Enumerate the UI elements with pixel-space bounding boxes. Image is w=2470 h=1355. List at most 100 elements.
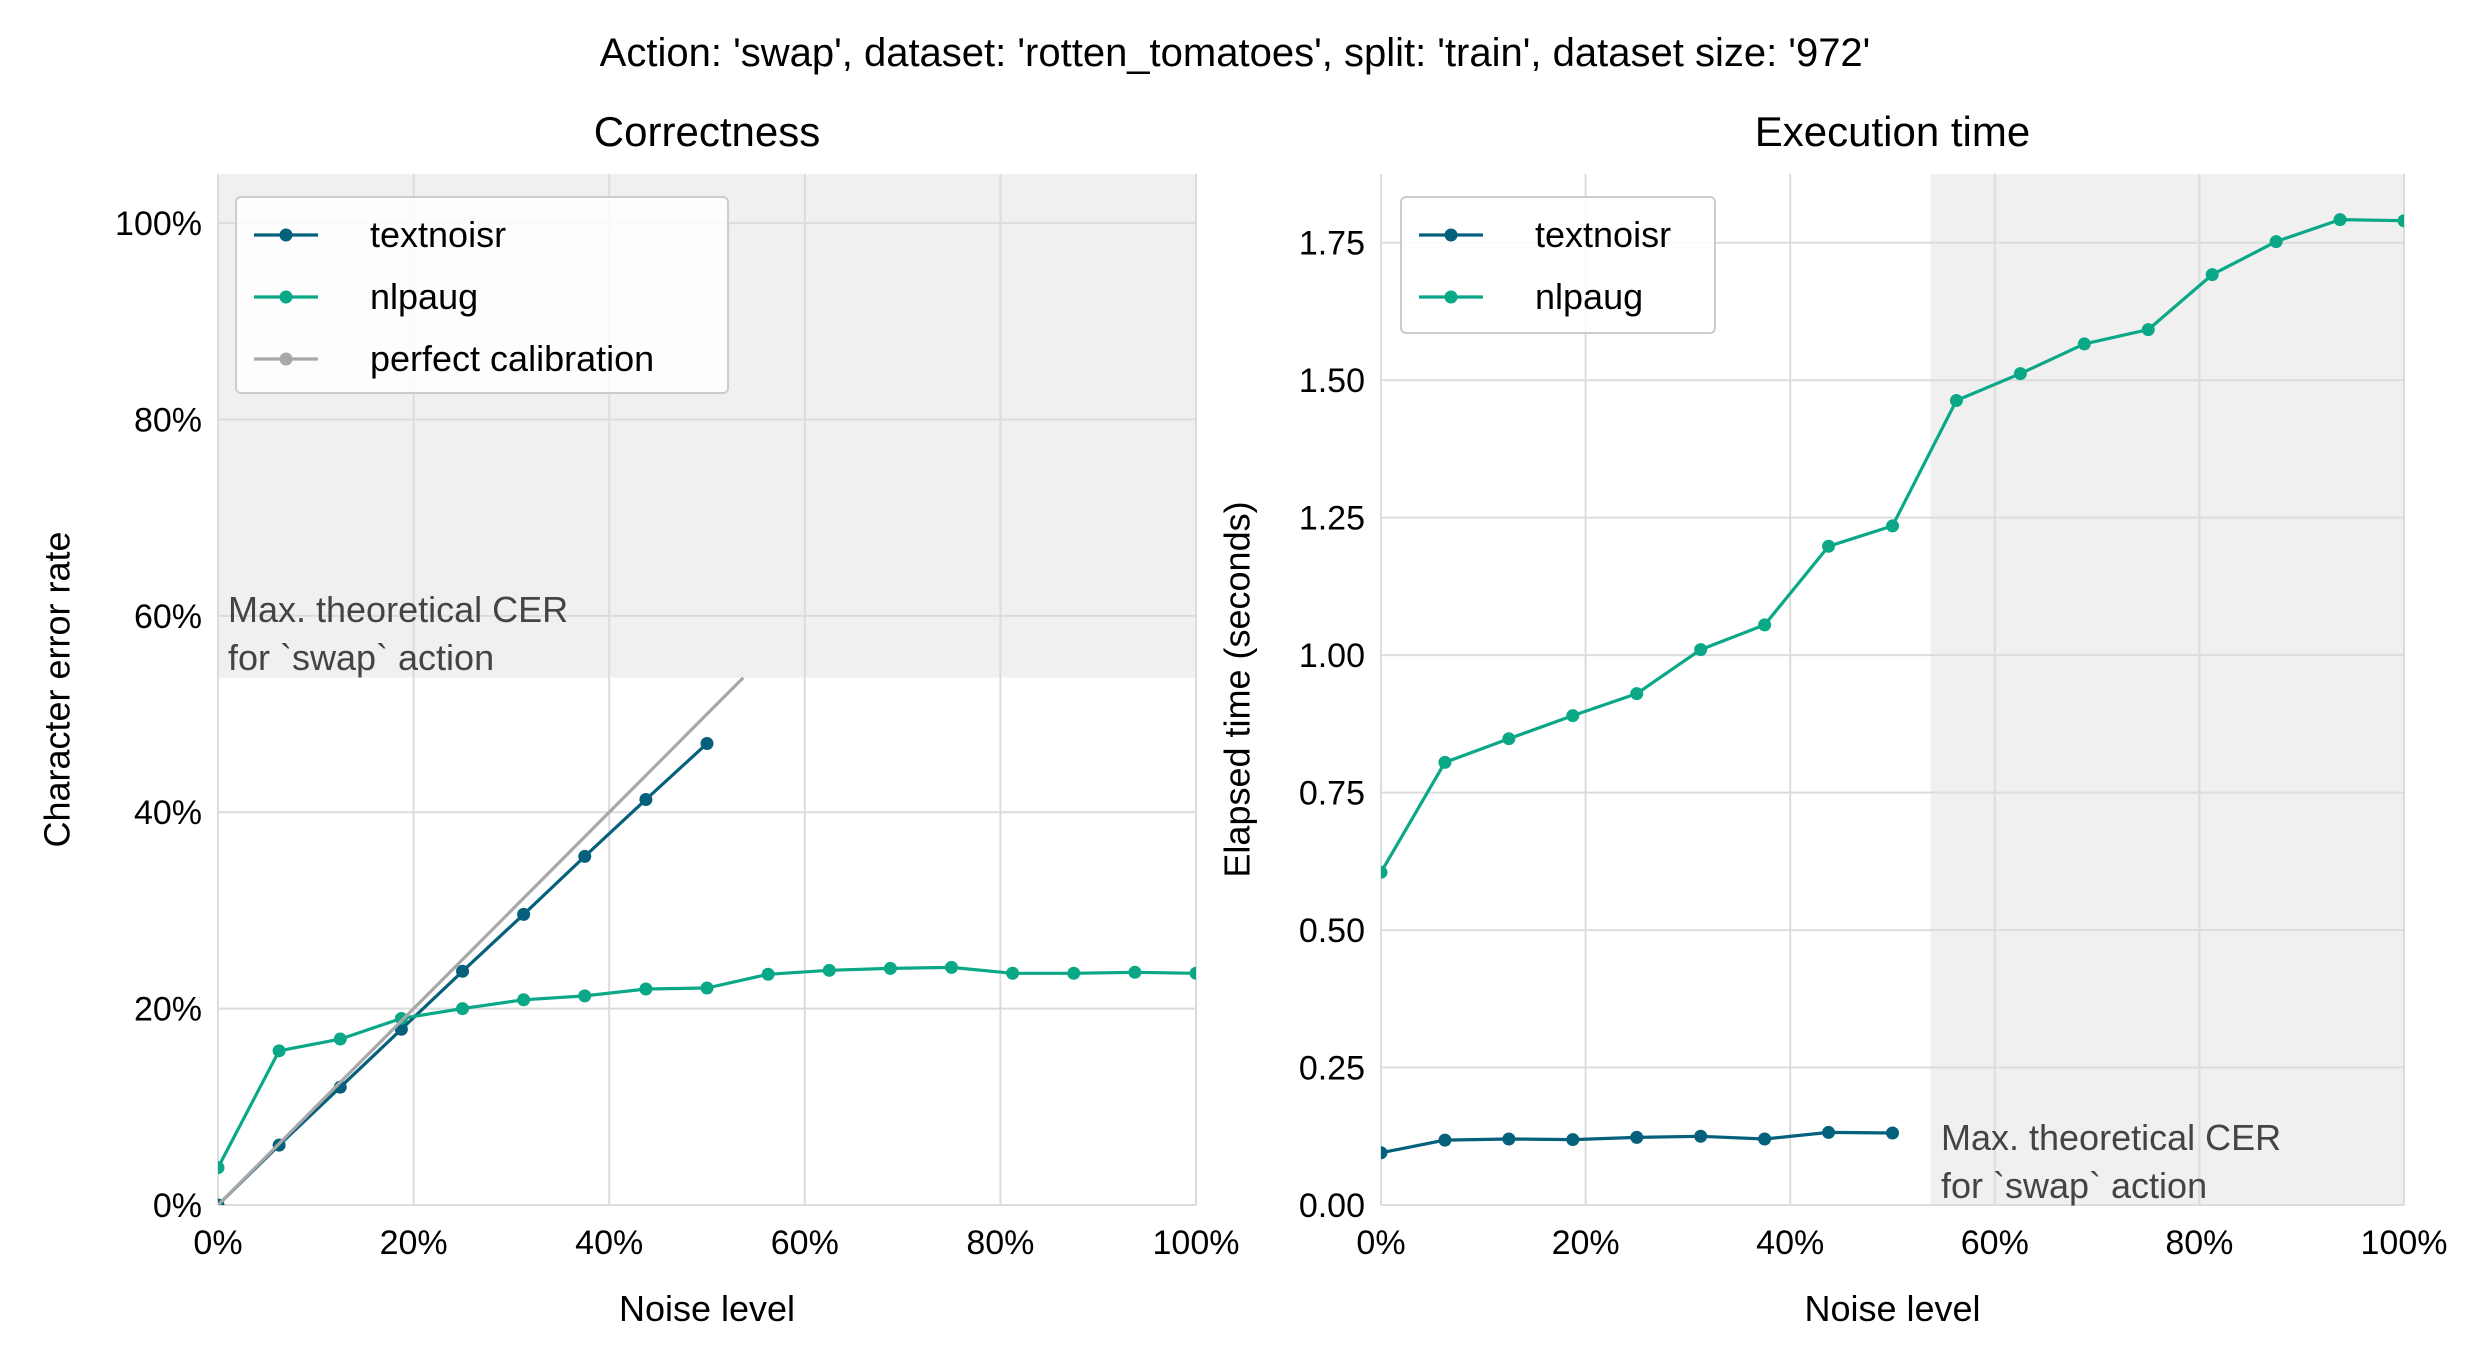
shade-annotation: for `swap` action (1941, 1165, 2207, 1206)
correctness-chart: Max. theoretical CER for `swap` action 0% 2… (37, 108, 1240, 1329)
shade-annotation: for `swap` action (228, 637, 494, 678)
legend-swatch-marker (279, 290, 293, 304)
x-tick-label: 100% (1153, 1224, 1240, 1262)
data-point (1381, 865, 1388, 879)
data-point (883, 961, 897, 975)
x-tick-label: 80% (966, 1224, 1034, 1262)
figure-title: Action: 'swap', dataset: 'rotten_tomatoe… (600, 31, 1871, 75)
data-point (1822, 1125, 1836, 1139)
data-point (700, 737, 714, 751)
y-tick-label: 0% (153, 1187, 202, 1225)
data-point (1758, 618, 1772, 632)
data-point (639, 792, 653, 806)
data-point (761, 967, 775, 981)
data-point (1822, 539, 1836, 553)
series-line (218, 965, 1196, 1169)
x-tick-label: 0% (193, 1224, 242, 1262)
legend: textnoisr nlpaug perfect calibration (235, 196, 729, 394)
y-tick-label: 0.75 (1299, 775, 1365, 813)
data-point (2013, 367, 2027, 381)
legend-swatch-marker (1444, 228, 1458, 242)
y-tick-label: 0.00 (1299, 1187, 1365, 1225)
data-point (578, 989, 592, 1003)
x-tick-label: 60% (771, 1224, 839, 1262)
legend-box (1400, 196, 1716, 334)
data-point (1189, 966, 1196, 980)
data-point (1438, 755, 1452, 769)
legend-item: nlpaug (1419, 276, 1643, 317)
series-textnoisr (1381, 1125, 1899, 1160)
data-point (2333, 213, 2347, 227)
legend-label: textnoisr (1535, 214, 1671, 255)
data-point (1128, 965, 1142, 979)
legend-item: textnoisr (1419, 214, 1671, 255)
data-point (945, 960, 958, 974)
data-point (456, 1002, 469, 1016)
legend-item: perfect calibration (254, 338, 654, 379)
y-tick-label: 20% (134, 991, 202, 1029)
x-tick-label: 0% (1356, 1224, 1405, 1262)
legend-swatch-marker (279, 352, 293, 366)
data-point (1067, 966, 1081, 980)
y-tick-label: 100% (115, 205, 202, 243)
data-point (272, 1044, 286, 1058)
data-point (1630, 687, 1644, 701)
x-tick-label: 40% (1756, 1224, 1824, 1262)
data-point (2397, 214, 2404, 228)
data-point (517, 907, 531, 921)
legend-swatch-marker (1444, 290, 1458, 304)
data-point (1006, 966, 1020, 980)
data-point (1886, 519, 1899, 533)
y-tick-label: 0.25 (1299, 1050, 1365, 1088)
unreachable-region (1930, 174, 2404, 1205)
y-axis-label: Elapsed time (seconds) (1217, 501, 1258, 877)
legend: textnoisr nlpaug (1400, 196, 1716, 334)
data-point (2205, 268, 2219, 282)
data-point (517, 993, 531, 1007)
data-point (333, 1032, 347, 1046)
x-axis-label: Noise level (1804, 1288, 1980, 1329)
grid (1380, 174, 2405, 1206)
data-point (1949, 394, 1963, 408)
data-point (639, 982, 653, 996)
x-axis-label: Noise level (619, 1288, 795, 1329)
series-nlpaug (218, 960, 1196, 1175)
shade-annotation: Max. theoretical CER (228, 589, 568, 630)
data-point (1630, 1130, 1644, 1144)
y-tick-label: 1.50 (1299, 362, 1365, 400)
data-point (2077, 337, 2091, 351)
y-tick-label: 1.75 (1299, 225, 1365, 263)
y-tick-label: 60% (134, 598, 202, 636)
y-tick-label: 80% (134, 401, 202, 439)
chart-title: Execution time (1755, 108, 2030, 155)
x-tick-label: 80% (2165, 1224, 2233, 1262)
data-point (218, 1161, 225, 1175)
legend-label: nlpaug (1535, 276, 1643, 317)
data-point (1502, 732, 1516, 746)
data-point (456, 964, 469, 978)
legend-label: perfect calibration (370, 338, 654, 379)
series-line (218, 676, 745, 1205)
data-point (1886, 1126, 1899, 1140)
series-nlpaug (1381, 213, 2404, 879)
data-point (822, 963, 836, 977)
data-point (700, 981, 714, 995)
series-textnoisr (218, 737, 714, 1205)
data-point (1566, 1133, 1580, 1147)
y-tick-label: 1.25 (1299, 500, 1365, 538)
x-tick-label: 60% (1961, 1224, 2029, 1262)
shade-annotation: Max. theoretical CER (1941, 1117, 2281, 1158)
series-perfect-calibration (218, 676, 745, 1205)
y-tick-label: 1.00 (1299, 637, 1365, 675)
x-tick-label: 40% (575, 1224, 643, 1262)
data-point (2269, 235, 2283, 249)
legend-box (235, 196, 729, 394)
data-point (394, 1011, 408, 1025)
data-point (1566, 709, 1580, 723)
legend-item: nlpaug (254, 276, 478, 317)
data-point (1381, 1146, 1388, 1160)
execution-time-chart: Max. theoretical CER for `swap` action 0% 2… (1217, 108, 2448, 1329)
y-tick-label: 40% (134, 794, 202, 832)
data-point (2141, 323, 2155, 337)
